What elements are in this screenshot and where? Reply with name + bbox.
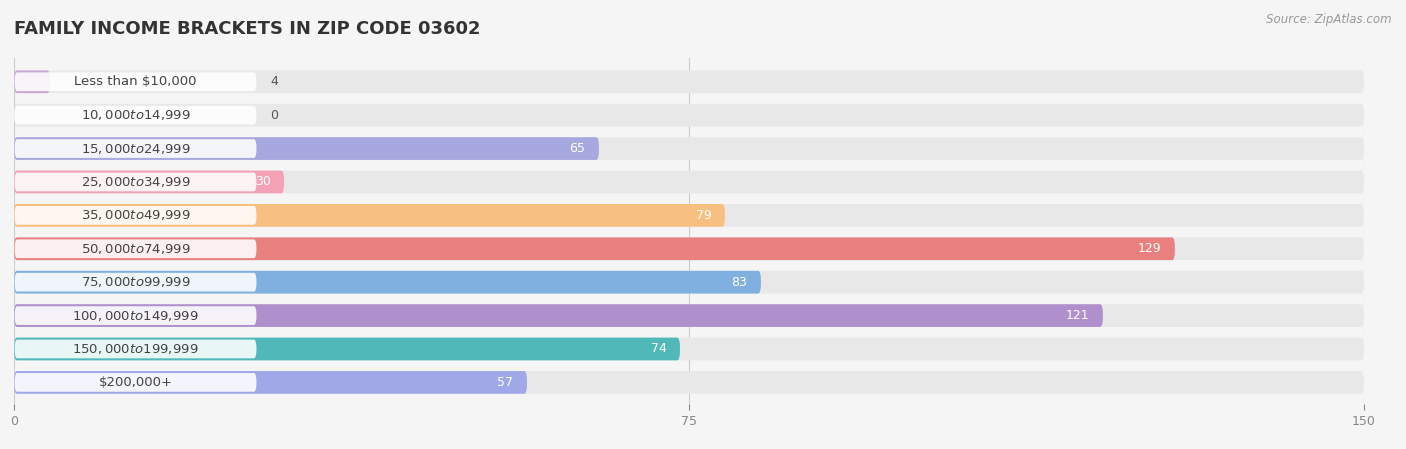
FancyBboxPatch shape: [14, 137, 599, 160]
Text: $10,000 to $14,999: $10,000 to $14,999: [80, 108, 190, 122]
FancyBboxPatch shape: [14, 338, 681, 361]
FancyBboxPatch shape: [14, 304, 1102, 327]
FancyBboxPatch shape: [14, 373, 256, 392]
Text: 65: 65: [569, 142, 585, 155]
FancyBboxPatch shape: [14, 72, 256, 91]
FancyBboxPatch shape: [14, 304, 1364, 327]
FancyBboxPatch shape: [14, 171, 284, 194]
Text: 121: 121: [1066, 309, 1090, 322]
FancyBboxPatch shape: [14, 371, 1364, 394]
FancyBboxPatch shape: [14, 306, 256, 325]
FancyBboxPatch shape: [14, 70, 1364, 93]
FancyBboxPatch shape: [14, 171, 1364, 194]
Text: 83: 83: [731, 276, 748, 289]
Text: $200,000+: $200,000+: [98, 376, 173, 389]
FancyBboxPatch shape: [14, 70, 51, 93]
Text: $25,000 to $34,999: $25,000 to $34,999: [80, 175, 190, 189]
FancyBboxPatch shape: [14, 238, 1175, 260]
FancyBboxPatch shape: [14, 206, 256, 224]
Text: FAMILY INCOME BRACKETS IN ZIP CODE 03602: FAMILY INCOME BRACKETS IN ZIP CODE 03602: [14, 20, 481, 38]
Text: $50,000 to $74,999: $50,000 to $74,999: [80, 242, 190, 256]
Text: 129: 129: [1137, 242, 1161, 255]
FancyBboxPatch shape: [14, 371, 527, 394]
Text: Less than $10,000: Less than $10,000: [75, 75, 197, 88]
Text: 4: 4: [270, 75, 278, 88]
Text: 79: 79: [696, 209, 711, 222]
FancyBboxPatch shape: [14, 204, 725, 227]
Text: 57: 57: [498, 376, 513, 389]
FancyBboxPatch shape: [14, 104, 1364, 127]
Text: Source: ZipAtlas.com: Source: ZipAtlas.com: [1267, 13, 1392, 26]
FancyBboxPatch shape: [14, 339, 256, 358]
Text: $15,000 to $24,999: $15,000 to $24,999: [80, 141, 190, 155]
FancyBboxPatch shape: [14, 172, 256, 191]
FancyBboxPatch shape: [14, 271, 761, 294]
FancyBboxPatch shape: [14, 271, 1364, 294]
Text: 74: 74: [651, 343, 666, 356]
FancyBboxPatch shape: [14, 273, 256, 291]
Text: $150,000 to $199,999: $150,000 to $199,999: [72, 342, 198, 356]
Text: $100,000 to $149,999: $100,000 to $149,999: [72, 308, 198, 322]
Text: $35,000 to $49,999: $35,000 to $49,999: [80, 208, 190, 222]
Text: $75,000 to $99,999: $75,000 to $99,999: [80, 275, 190, 289]
Text: 0: 0: [270, 109, 278, 122]
FancyBboxPatch shape: [14, 137, 1364, 160]
FancyBboxPatch shape: [14, 239, 256, 258]
FancyBboxPatch shape: [14, 106, 256, 124]
FancyBboxPatch shape: [14, 139, 256, 158]
FancyBboxPatch shape: [14, 204, 1364, 227]
FancyBboxPatch shape: [14, 338, 1364, 361]
FancyBboxPatch shape: [14, 238, 1364, 260]
Text: 30: 30: [254, 176, 270, 189]
